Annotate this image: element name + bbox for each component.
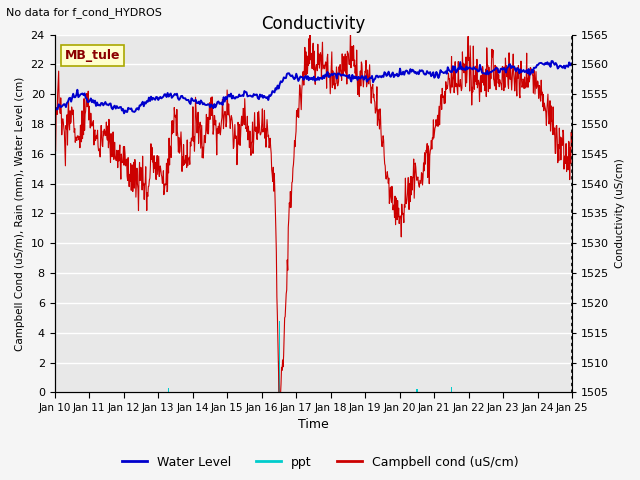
Title: Conductivity: Conductivity: [261, 15, 365, 33]
Text: No data for f_cond_HYDROS: No data for f_cond_HYDROS: [6, 7, 163, 18]
Y-axis label: Conductivity (uS/cm): Conductivity (uS/cm): [615, 158, 625, 268]
Bar: [278, 361, 279, 393]
Bar: [279, 321, 280, 393]
Bar: [451, 387, 452, 393]
Text: MB_tule: MB_tule: [65, 49, 120, 62]
Y-axis label: Campbell Cond (uS/m), Rain (mm), Water Level (cm): Campbell Cond (uS/m), Rain (mm), Water L…: [15, 76, 25, 350]
Legend: Water Level, ppt, Campbell cond (uS/cm): Water Level, ppt, Campbell cond (uS/cm): [116, 451, 524, 474]
Bar: [168, 388, 169, 393]
X-axis label: Time: Time: [298, 419, 329, 432]
